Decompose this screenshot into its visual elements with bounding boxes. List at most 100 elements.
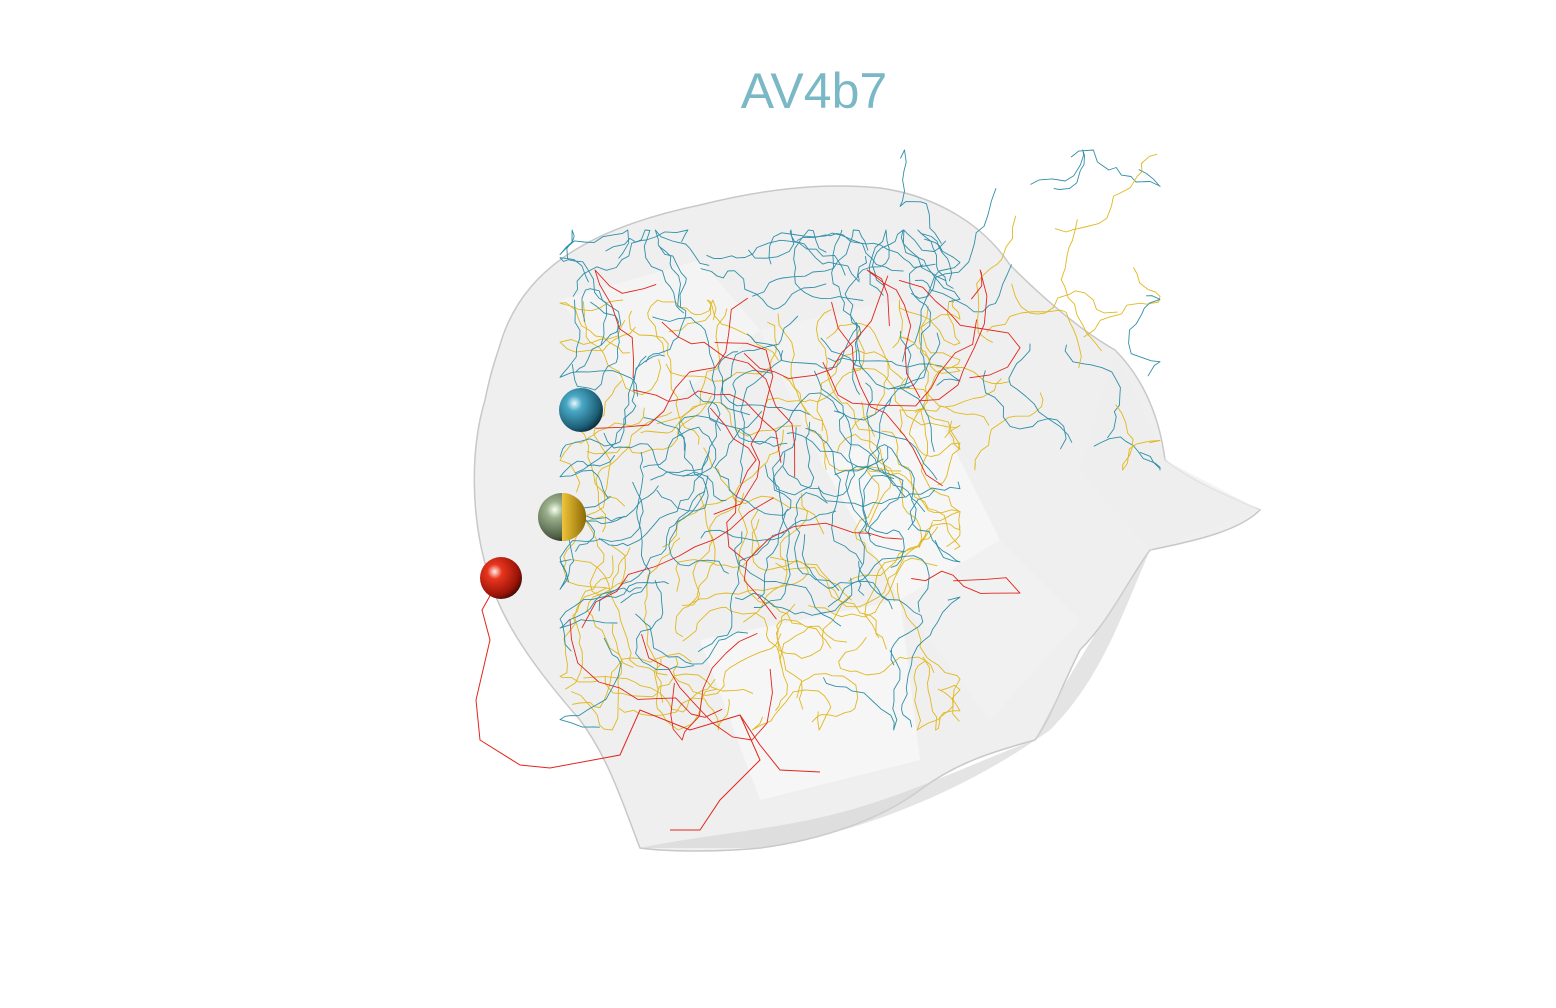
yellow-branch <box>913 660 961 731</box>
distal-branch <box>982 370 1067 450</box>
teal-branch <box>620 451 651 604</box>
distal-branch <box>1093 436 1161 471</box>
mesh-facet <box>760 300 940 460</box>
distal-branch <box>986 309 1082 369</box>
teal-branch <box>598 451 710 547</box>
yellow-branch <box>908 408 961 486</box>
neuron-arbors <box>559 149 1161 741</box>
teal-branch <box>645 245 687 363</box>
teal-branch <box>559 257 608 346</box>
yellow-branch <box>582 301 662 396</box>
teal-branch <box>605 229 685 314</box>
teal-branch <box>834 444 917 531</box>
teal-branch <box>805 427 863 565</box>
yellow-branch <box>837 433 892 533</box>
yellow-branch <box>604 673 754 698</box>
teal-branch <box>720 315 799 416</box>
distal-branch <box>1054 153 1158 233</box>
teal-branch <box>697 531 785 653</box>
teal-branch <box>917 229 954 289</box>
distal-branch <box>974 392 1044 471</box>
red-axon-branch <box>670 714 761 831</box>
teal-branch <box>813 370 906 497</box>
teal-branch <box>901 596 961 728</box>
yellow-branch <box>777 313 829 470</box>
red-axon-projection <box>475 577 821 773</box>
teal-branch <box>575 288 622 373</box>
mesh-facet <box>700 600 920 800</box>
teal-branch <box>772 421 815 496</box>
distal-branch <box>899 330 935 453</box>
red-branch <box>709 407 757 562</box>
teal-branch <box>845 396 893 537</box>
red-branch <box>670 632 758 741</box>
red-branch <box>595 297 749 429</box>
teal-branch <box>747 229 860 283</box>
teal-branch <box>817 481 961 508</box>
yellow-branch <box>628 310 700 445</box>
teal-branch <box>643 417 709 512</box>
soma-red[interactable] <box>480 557 522 599</box>
yellow-branch <box>864 521 933 650</box>
teal-branch <box>794 492 840 591</box>
teal-branch <box>642 426 717 477</box>
red-branch <box>918 269 988 402</box>
teal-branch <box>786 432 926 513</box>
red-branch <box>743 275 889 379</box>
distal-branch <box>1064 344 1121 439</box>
yellow-branch <box>559 407 645 493</box>
yellow-branch <box>881 430 961 550</box>
teal-branch <box>668 475 729 574</box>
yellow-branch <box>570 559 668 676</box>
yellow-branch <box>674 493 716 638</box>
red-branch <box>594 269 657 379</box>
yellow-branch <box>763 327 865 408</box>
yellow-branch <box>896 582 961 722</box>
red-branch <box>898 279 1021 379</box>
teal-branch <box>559 637 622 728</box>
yellow-branch <box>675 510 760 592</box>
red-branch <box>831 301 943 487</box>
teal-branch <box>559 481 644 583</box>
teal-branch <box>559 355 647 458</box>
soma-olive-yellow[interactable] <box>538 493 586 541</box>
yellow-branch <box>586 395 712 455</box>
distal-branch <box>899 149 942 244</box>
teal-branch <box>654 229 710 307</box>
red-branch <box>569 619 723 718</box>
soma-teal[interactable] <box>559 388 603 432</box>
yellow-branch <box>796 673 859 723</box>
teal-branch <box>714 410 789 516</box>
teal-branch <box>559 299 639 397</box>
teal-branch <box>559 454 616 499</box>
yellow-branch <box>922 362 961 450</box>
teal-branch <box>857 229 890 296</box>
yellow-branch <box>922 656 961 731</box>
yellow-branch <box>688 556 809 605</box>
mesh-facet <box>820 420 1000 600</box>
teal-branch <box>732 369 788 447</box>
teal-branch <box>718 351 810 416</box>
distal-branch <box>1128 295 1161 377</box>
teal-branch <box>909 489 961 563</box>
yellow-branch <box>854 469 896 602</box>
distal-branch <box>1030 149 1085 190</box>
mesh-facet <box>900 540 1080 720</box>
mesh-facet <box>1080 350 1260 550</box>
teal-branch <box>858 458 905 568</box>
red-branch <box>581 497 774 629</box>
teal-branch <box>901 238 961 362</box>
distal-branch <box>1070 149 1161 187</box>
yellow-branch <box>572 652 692 708</box>
distal-branch <box>1011 283 1118 315</box>
teal-branch <box>739 350 784 484</box>
teal-branch <box>782 410 855 497</box>
yellow-branch <box>751 689 832 731</box>
red-branch <box>713 342 774 515</box>
teal-branch <box>603 432 727 501</box>
teal-branch <box>768 232 904 272</box>
yellow-branch <box>618 697 730 731</box>
yellow-branch <box>703 447 825 535</box>
teal-branch <box>572 229 689 297</box>
